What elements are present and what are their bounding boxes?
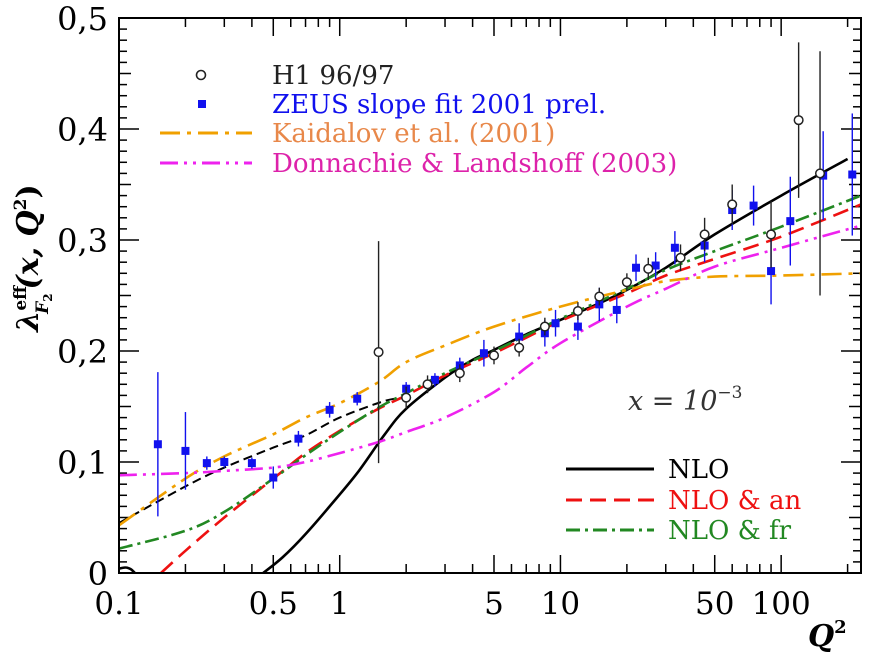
legend-kaidalov-label: Kaidalov et al. (2001) xyxy=(272,119,555,149)
x-tick-label: 0.1 xyxy=(94,586,143,622)
zeus-point xyxy=(651,261,660,270)
legend-nlo-fr-label: NLO & fr xyxy=(668,516,792,546)
h1-point xyxy=(488,350,500,361)
y-tick-label: 0,2 xyxy=(57,333,108,371)
annotation-x-value: x = 10−3 xyxy=(628,383,742,417)
zeus-point xyxy=(612,305,621,314)
h1-point xyxy=(699,229,710,240)
zeus-point xyxy=(294,434,303,443)
y-axis-label: λeff F2(x, Q2) xyxy=(11,184,55,333)
legend-h1-marker xyxy=(195,69,207,81)
legend-bottom: NLO NLO & an NLO & fr xyxy=(566,455,802,546)
x-tick-label: 5 xyxy=(484,586,504,622)
x-axis-label: Q2 xyxy=(808,617,847,654)
h1-point xyxy=(572,305,583,317)
x-tick-label: 10 xyxy=(541,586,580,622)
legend-nlo-an-label: NLO & an xyxy=(668,486,802,516)
h1-point xyxy=(594,291,605,302)
h1-point xyxy=(401,392,412,403)
zeus-point xyxy=(479,349,488,358)
legend-top: H1 96/97 ZEUS slope fit 2001 prel. Kaida… xyxy=(160,61,677,179)
curve-kaidalov-et-al-2001- xyxy=(119,272,861,527)
h1-point xyxy=(539,321,550,332)
zeus-point xyxy=(573,322,582,331)
tick-marks xyxy=(118,17,861,574)
h1-point xyxy=(643,263,654,274)
curve-nlo-short-segment xyxy=(119,566,136,573)
h1-point xyxy=(814,168,826,179)
curve-nlo-an xyxy=(160,203,861,573)
zeus-point xyxy=(247,459,256,468)
zeus-point xyxy=(848,170,857,179)
zeus-point xyxy=(430,375,439,384)
h1-point xyxy=(766,229,777,240)
zeus-point xyxy=(749,201,758,210)
zeus-point xyxy=(767,267,776,276)
zeus-point xyxy=(515,332,524,341)
h1-point xyxy=(373,347,384,358)
zeus-point xyxy=(325,405,334,414)
y-tick-label: 0,3 xyxy=(57,222,108,260)
legend-h1-label: H1 96/97 xyxy=(272,61,394,91)
zeus-point xyxy=(269,473,278,482)
zeus-point xyxy=(181,446,190,455)
zeus-point xyxy=(670,243,679,252)
zeus-point xyxy=(353,394,362,403)
h1-point xyxy=(514,342,525,353)
h1-point xyxy=(727,199,738,210)
x-tick-label: 100 xyxy=(752,586,811,622)
plot-frame xyxy=(118,17,862,574)
tick-labels: 0.1 0.5 1 5 10 50 100 0 0,1 0,2 0,3 0,4 0,5 xyxy=(57,0,811,622)
h1-point xyxy=(422,379,433,390)
zeus-point xyxy=(202,459,211,468)
x-tick-label: 50 xyxy=(695,586,734,622)
legend-zeus-label: ZEUS slope fit 2001 prel. xyxy=(272,90,606,120)
legend-dl-label: Donnachie & Landshoff (2003) xyxy=(272,149,677,179)
zeus-point xyxy=(220,458,229,466)
curve-donnachie-landshoff-2003- xyxy=(119,224,861,477)
y-tick-label: 0,4 xyxy=(57,111,108,149)
data-points xyxy=(153,42,857,517)
h1-point xyxy=(621,277,632,288)
zeus-point xyxy=(153,440,162,449)
zeus-point xyxy=(551,319,560,328)
zeus-point xyxy=(632,263,641,272)
y-tick-label: 0 xyxy=(88,555,108,593)
h1-point xyxy=(793,115,804,126)
y-tick-label: 0,5 xyxy=(57,0,108,38)
x-tick-label: 0.5 xyxy=(249,586,298,622)
x-tick-label: 1 xyxy=(330,586,350,622)
legend-zeus-marker xyxy=(198,100,206,108)
y-tick-label: 0,1 xyxy=(57,444,108,482)
zeus-point xyxy=(786,217,795,226)
legend-nlo-label: NLO xyxy=(668,455,729,485)
h1-point xyxy=(675,252,686,263)
h1-point xyxy=(454,368,465,379)
